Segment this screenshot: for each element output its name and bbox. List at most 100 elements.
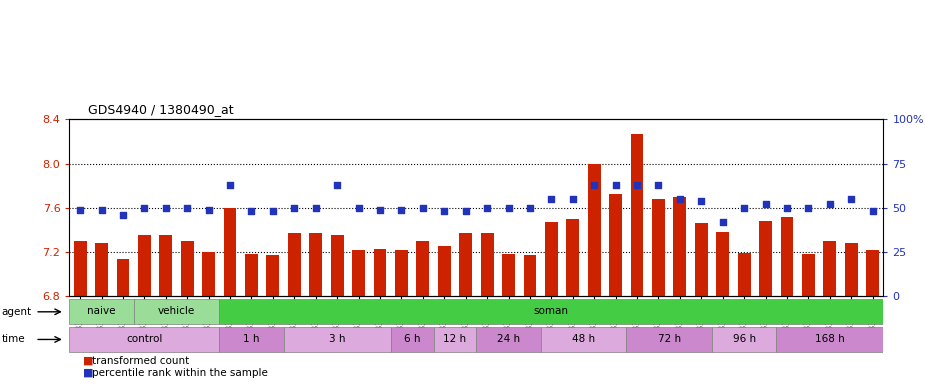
Bar	[524, 255, 536, 296]
Text: GDS4940 / 1380490_at: GDS4940 / 1380490_at	[88, 103, 233, 116]
Bar	[138, 235, 151, 296]
Point	[415, 205, 430, 211]
Bar	[245, 254, 258, 296]
Bar	[540, 327, 626, 352]
Text: time: time	[2, 334, 26, 344]
Text: percentile rank within the sample: percentile rank within the sample	[92, 367, 268, 377]
Text: vehicle: vehicle	[158, 306, 195, 316]
Bar	[288, 233, 301, 296]
Point	[73, 207, 88, 213]
Point	[137, 205, 152, 211]
Bar	[224, 208, 237, 296]
Point	[672, 196, 687, 202]
Bar	[695, 223, 708, 296]
Text: ■: ■	[83, 367, 93, 377]
Point	[523, 205, 537, 211]
Text: 48 h: 48 h	[572, 334, 595, 344]
Bar	[545, 222, 558, 296]
Text: 12 h: 12 h	[443, 334, 466, 344]
Bar	[823, 241, 836, 296]
Bar	[476, 327, 540, 352]
Bar	[673, 197, 686, 296]
Bar	[95, 243, 108, 296]
Bar	[390, 327, 434, 352]
Bar	[434, 327, 476, 352]
Bar	[133, 300, 219, 324]
Bar	[610, 194, 622, 296]
Bar	[416, 241, 429, 296]
Point	[780, 205, 795, 211]
Point	[116, 212, 130, 218]
Bar	[652, 199, 665, 296]
Text: 1 h: 1 h	[243, 334, 260, 344]
Point	[373, 207, 388, 213]
Point	[544, 196, 559, 202]
Bar	[309, 233, 322, 296]
Text: 6 h: 6 h	[404, 334, 420, 344]
Point	[480, 205, 495, 211]
Point	[586, 182, 601, 188]
Point	[609, 182, 623, 188]
Point	[801, 205, 816, 211]
Bar	[180, 241, 193, 296]
Point	[352, 205, 366, 211]
Point	[265, 208, 280, 214]
Point	[287, 205, 302, 211]
Bar	[219, 327, 284, 352]
Text: ■: ■	[83, 356, 93, 366]
Text: 3 h: 3 h	[329, 334, 345, 344]
Point	[158, 205, 173, 211]
Bar	[587, 164, 600, 296]
Text: transformed count: transformed count	[92, 356, 190, 366]
Text: 24 h: 24 h	[497, 334, 520, 344]
Bar	[631, 134, 644, 296]
Bar	[781, 217, 794, 296]
Bar	[566, 219, 579, 296]
Bar	[738, 253, 750, 296]
Text: agent: agent	[2, 307, 32, 317]
Bar	[626, 327, 712, 352]
Bar	[438, 247, 450, 296]
Point	[223, 182, 238, 188]
Point	[308, 205, 323, 211]
Bar	[759, 221, 772, 296]
Bar	[395, 250, 408, 296]
Text: control: control	[126, 334, 163, 344]
Text: 96 h: 96 h	[733, 334, 756, 344]
Bar	[776, 327, 883, 352]
Bar	[845, 243, 857, 296]
Point	[758, 201, 773, 207]
Bar	[284, 327, 390, 352]
Bar	[866, 250, 879, 296]
Point	[394, 207, 409, 213]
Point	[329, 182, 344, 188]
Point	[694, 198, 709, 204]
Bar	[203, 252, 215, 296]
Point	[736, 205, 751, 211]
Bar	[74, 241, 87, 296]
Text: naive: naive	[87, 306, 116, 316]
Point	[437, 208, 451, 214]
Point	[458, 208, 473, 214]
Bar	[69, 327, 219, 352]
Text: soman: soman	[534, 306, 569, 316]
Bar	[716, 232, 729, 296]
Point	[501, 205, 516, 211]
Bar	[802, 254, 815, 296]
Point	[715, 219, 730, 225]
Bar	[712, 327, 776, 352]
Bar	[69, 300, 133, 324]
Bar	[159, 235, 172, 296]
Bar	[352, 250, 365, 296]
Text: 168 h: 168 h	[815, 334, 845, 344]
Bar	[502, 254, 515, 296]
Point	[244, 208, 259, 214]
Bar	[219, 300, 883, 324]
Bar	[266, 255, 279, 296]
Point	[651, 182, 666, 188]
Point	[94, 207, 109, 213]
Point	[630, 182, 645, 188]
Point	[202, 207, 216, 213]
Text: 72 h: 72 h	[658, 334, 681, 344]
Point	[822, 201, 837, 207]
